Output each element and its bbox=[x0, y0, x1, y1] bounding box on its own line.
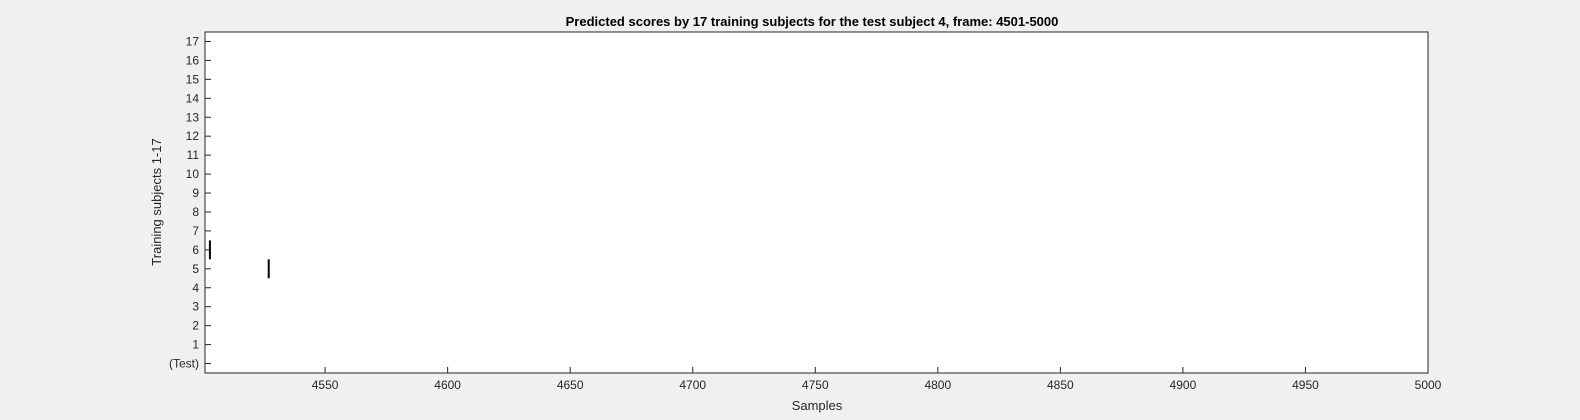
y-tick-label: 2 bbox=[192, 319, 199, 333]
y-tick-label: 3 bbox=[192, 300, 199, 314]
y-axis-label: Training subjects 1-17 bbox=[149, 138, 164, 265]
y-tick-label: (Test) bbox=[169, 357, 199, 371]
y-tick-label: 1 bbox=[192, 338, 199, 352]
y-tick-label: 10 bbox=[186, 167, 200, 181]
y-tick-label: 17 bbox=[186, 34, 200, 48]
y-tick-label: 7 bbox=[192, 224, 199, 238]
x-tick-label: 4900 bbox=[1170, 378, 1197, 392]
y-tick-label: 12 bbox=[186, 129, 200, 143]
y-tick-label: 16 bbox=[186, 53, 200, 67]
y-tick-label: 8 bbox=[192, 205, 199, 219]
x-tick-label: 4550 bbox=[312, 378, 339, 392]
x-tick-label: 4950 bbox=[1292, 378, 1319, 392]
y-tick-label: 6 bbox=[192, 243, 199, 257]
event-marks bbox=[208, 240, 270, 279]
x-tick-label: 4850 bbox=[1047, 378, 1074, 392]
y-tick-label: 11 bbox=[187, 148, 200, 162]
x-tick-label: 4600 bbox=[434, 378, 461, 392]
x-axis-ticks: 4550 4600 4650 4700 4750 4800 4850 4900 4950 5000 bbox=[312, 367, 1442, 392]
x-tick-label: 4650 bbox=[557, 378, 584, 392]
y-tick-label: 13 bbox=[186, 110, 200, 124]
chart-title: Predicted scores by 17 training subjects… bbox=[566, 14, 1059, 29]
x-tick-label: 4750 bbox=[802, 378, 829, 392]
x-tick-label: 5000 bbox=[1415, 378, 1442, 392]
x-tick-label: 4700 bbox=[679, 378, 706, 392]
y-tick-label: 14 bbox=[186, 91, 200, 105]
y-tick-label: 4 bbox=[192, 281, 199, 295]
y-tick-label: 5 bbox=[192, 262, 199, 276]
y-tick-label: 15 bbox=[186, 72, 200, 86]
x-tick-label: 4800 bbox=[924, 378, 951, 392]
y-tick-label: 9 bbox=[192, 186, 199, 200]
x-axis-label: Samples bbox=[792, 398, 843, 413]
plot-area bbox=[204, 31, 1429, 374]
